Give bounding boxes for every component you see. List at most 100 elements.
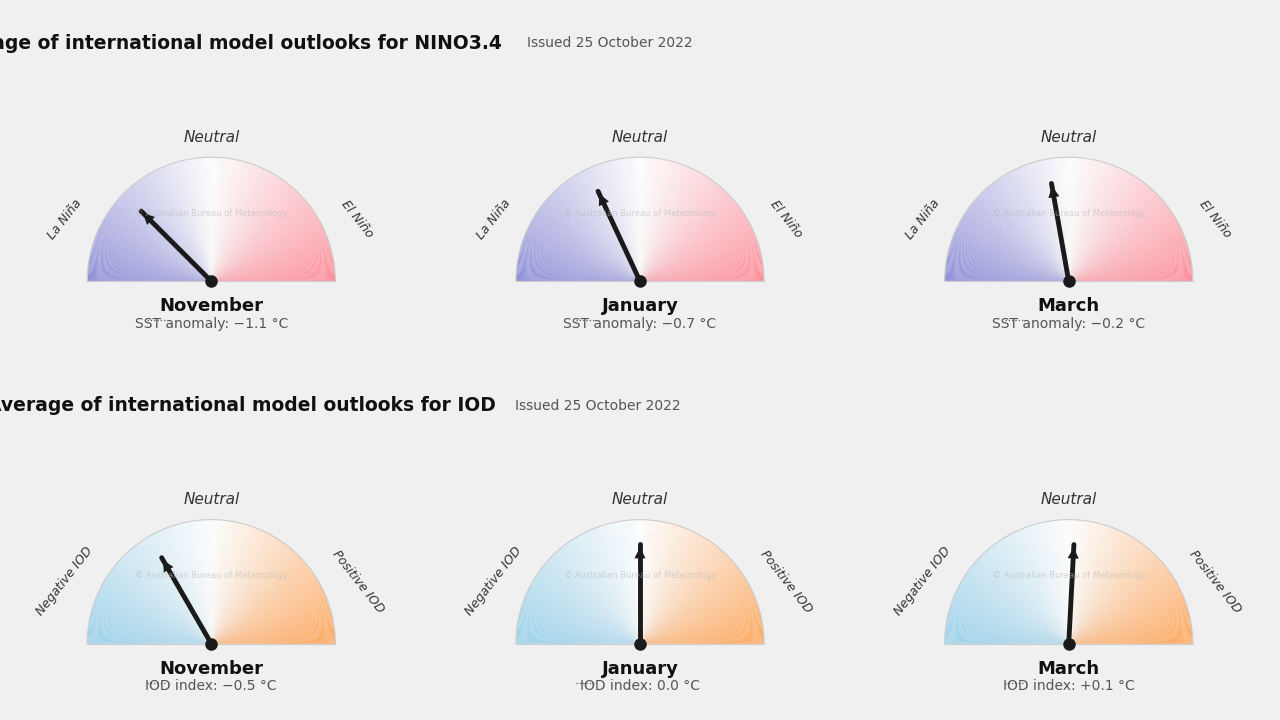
Wedge shape <box>133 546 211 644</box>
Wedge shape <box>556 190 640 282</box>
Wedge shape <box>548 197 640 282</box>
Wedge shape <box>538 211 640 282</box>
Wedge shape <box>640 165 684 282</box>
Wedge shape <box>1069 528 1116 644</box>
Wedge shape <box>1069 526 1108 644</box>
Wedge shape <box>951 603 1069 644</box>
Wedge shape <box>640 164 682 282</box>
Wedge shape <box>1069 188 1151 282</box>
Wedge shape <box>640 164 681 282</box>
Wedge shape <box>211 177 280 282</box>
Wedge shape <box>211 626 334 644</box>
Wedge shape <box>997 179 1069 282</box>
Wedge shape <box>640 226 751 282</box>
Wedge shape <box>640 158 653 282</box>
Wedge shape <box>987 188 1069 282</box>
Wedge shape <box>211 210 312 282</box>
Wedge shape <box>97 595 211 644</box>
Wedge shape <box>640 559 731 644</box>
Wedge shape <box>211 163 248 282</box>
Wedge shape <box>165 528 211 644</box>
Wedge shape <box>104 582 211 644</box>
Text: La Niña: La Niña <box>45 197 84 242</box>
Wedge shape <box>211 176 276 282</box>
Wedge shape <box>1069 626 1192 644</box>
Wedge shape <box>517 626 640 644</box>
Wedge shape <box>1069 179 1140 282</box>
Wedge shape <box>211 521 232 644</box>
Wedge shape <box>1069 520 1080 644</box>
Wedge shape <box>969 570 1069 644</box>
Wedge shape <box>1069 239 1185 282</box>
Wedge shape <box>211 275 335 282</box>
Wedge shape <box>640 521 655 644</box>
Wedge shape <box>1069 189 1152 282</box>
Wedge shape <box>974 563 1069 644</box>
Wedge shape <box>88 626 211 644</box>
Wedge shape <box>113 206 211 282</box>
Wedge shape <box>211 158 229 282</box>
Wedge shape <box>125 553 211 644</box>
Wedge shape <box>640 242 758 282</box>
Wedge shape <box>145 176 211 282</box>
Wedge shape <box>640 590 753 644</box>
Wedge shape <box>211 552 296 644</box>
Wedge shape <box>211 611 332 644</box>
Wedge shape <box>543 567 640 644</box>
Wedge shape <box>120 558 211 644</box>
Wedge shape <box>562 546 640 644</box>
Wedge shape <box>1069 533 1126 644</box>
Wedge shape <box>211 596 326 644</box>
Wedge shape <box>969 207 1069 282</box>
Wedge shape <box>123 194 211 282</box>
Wedge shape <box>211 599 328 644</box>
Wedge shape <box>1069 635 1193 644</box>
Wedge shape <box>211 528 259 644</box>
Wedge shape <box>1001 176 1069 282</box>
Wedge shape <box>177 524 211 644</box>
Wedge shape <box>1044 159 1069 282</box>
Wedge shape <box>87 633 211 644</box>
Wedge shape <box>1069 168 1119 282</box>
Wedge shape <box>640 538 705 644</box>
Wedge shape <box>604 162 640 282</box>
Wedge shape <box>640 273 764 282</box>
Wedge shape <box>211 615 332 644</box>
Wedge shape <box>1069 250 1189 282</box>
Wedge shape <box>640 181 714 282</box>
Wedge shape <box>173 526 211 644</box>
Wedge shape <box>640 582 748 644</box>
Wedge shape <box>616 159 640 282</box>
Wedge shape <box>178 161 211 282</box>
Wedge shape <box>1069 171 1126 282</box>
Wedge shape <box>110 210 211 282</box>
Wedge shape <box>211 161 243 282</box>
Wedge shape <box>628 158 640 282</box>
Wedge shape <box>174 525 211 644</box>
Wedge shape <box>143 177 211 282</box>
Wedge shape <box>640 258 762 282</box>
Wedge shape <box>1037 161 1069 282</box>
Wedge shape <box>945 642 1069 644</box>
Wedge shape <box>211 158 224 282</box>
Wedge shape <box>517 629 640 644</box>
Wedge shape <box>1002 539 1069 644</box>
Wedge shape <box>1069 166 1114 282</box>
Wedge shape <box>137 181 211 282</box>
Wedge shape <box>1069 228 1181 282</box>
Wedge shape <box>88 267 211 282</box>
Wedge shape <box>636 157 640 282</box>
Wedge shape <box>989 548 1069 644</box>
Wedge shape <box>211 218 319 282</box>
Wedge shape <box>186 160 211 282</box>
Wedge shape <box>1069 608 1188 644</box>
Wedge shape <box>1069 542 1140 644</box>
Wedge shape <box>211 544 287 644</box>
Wedge shape <box>1069 177 1137 282</box>
Wedge shape <box>640 248 760 282</box>
Wedge shape <box>640 604 758 644</box>
Wedge shape <box>1069 168 1120 282</box>
Wedge shape <box>1044 159 1069 282</box>
Wedge shape <box>1069 583 1178 644</box>
Wedge shape <box>150 174 211 282</box>
